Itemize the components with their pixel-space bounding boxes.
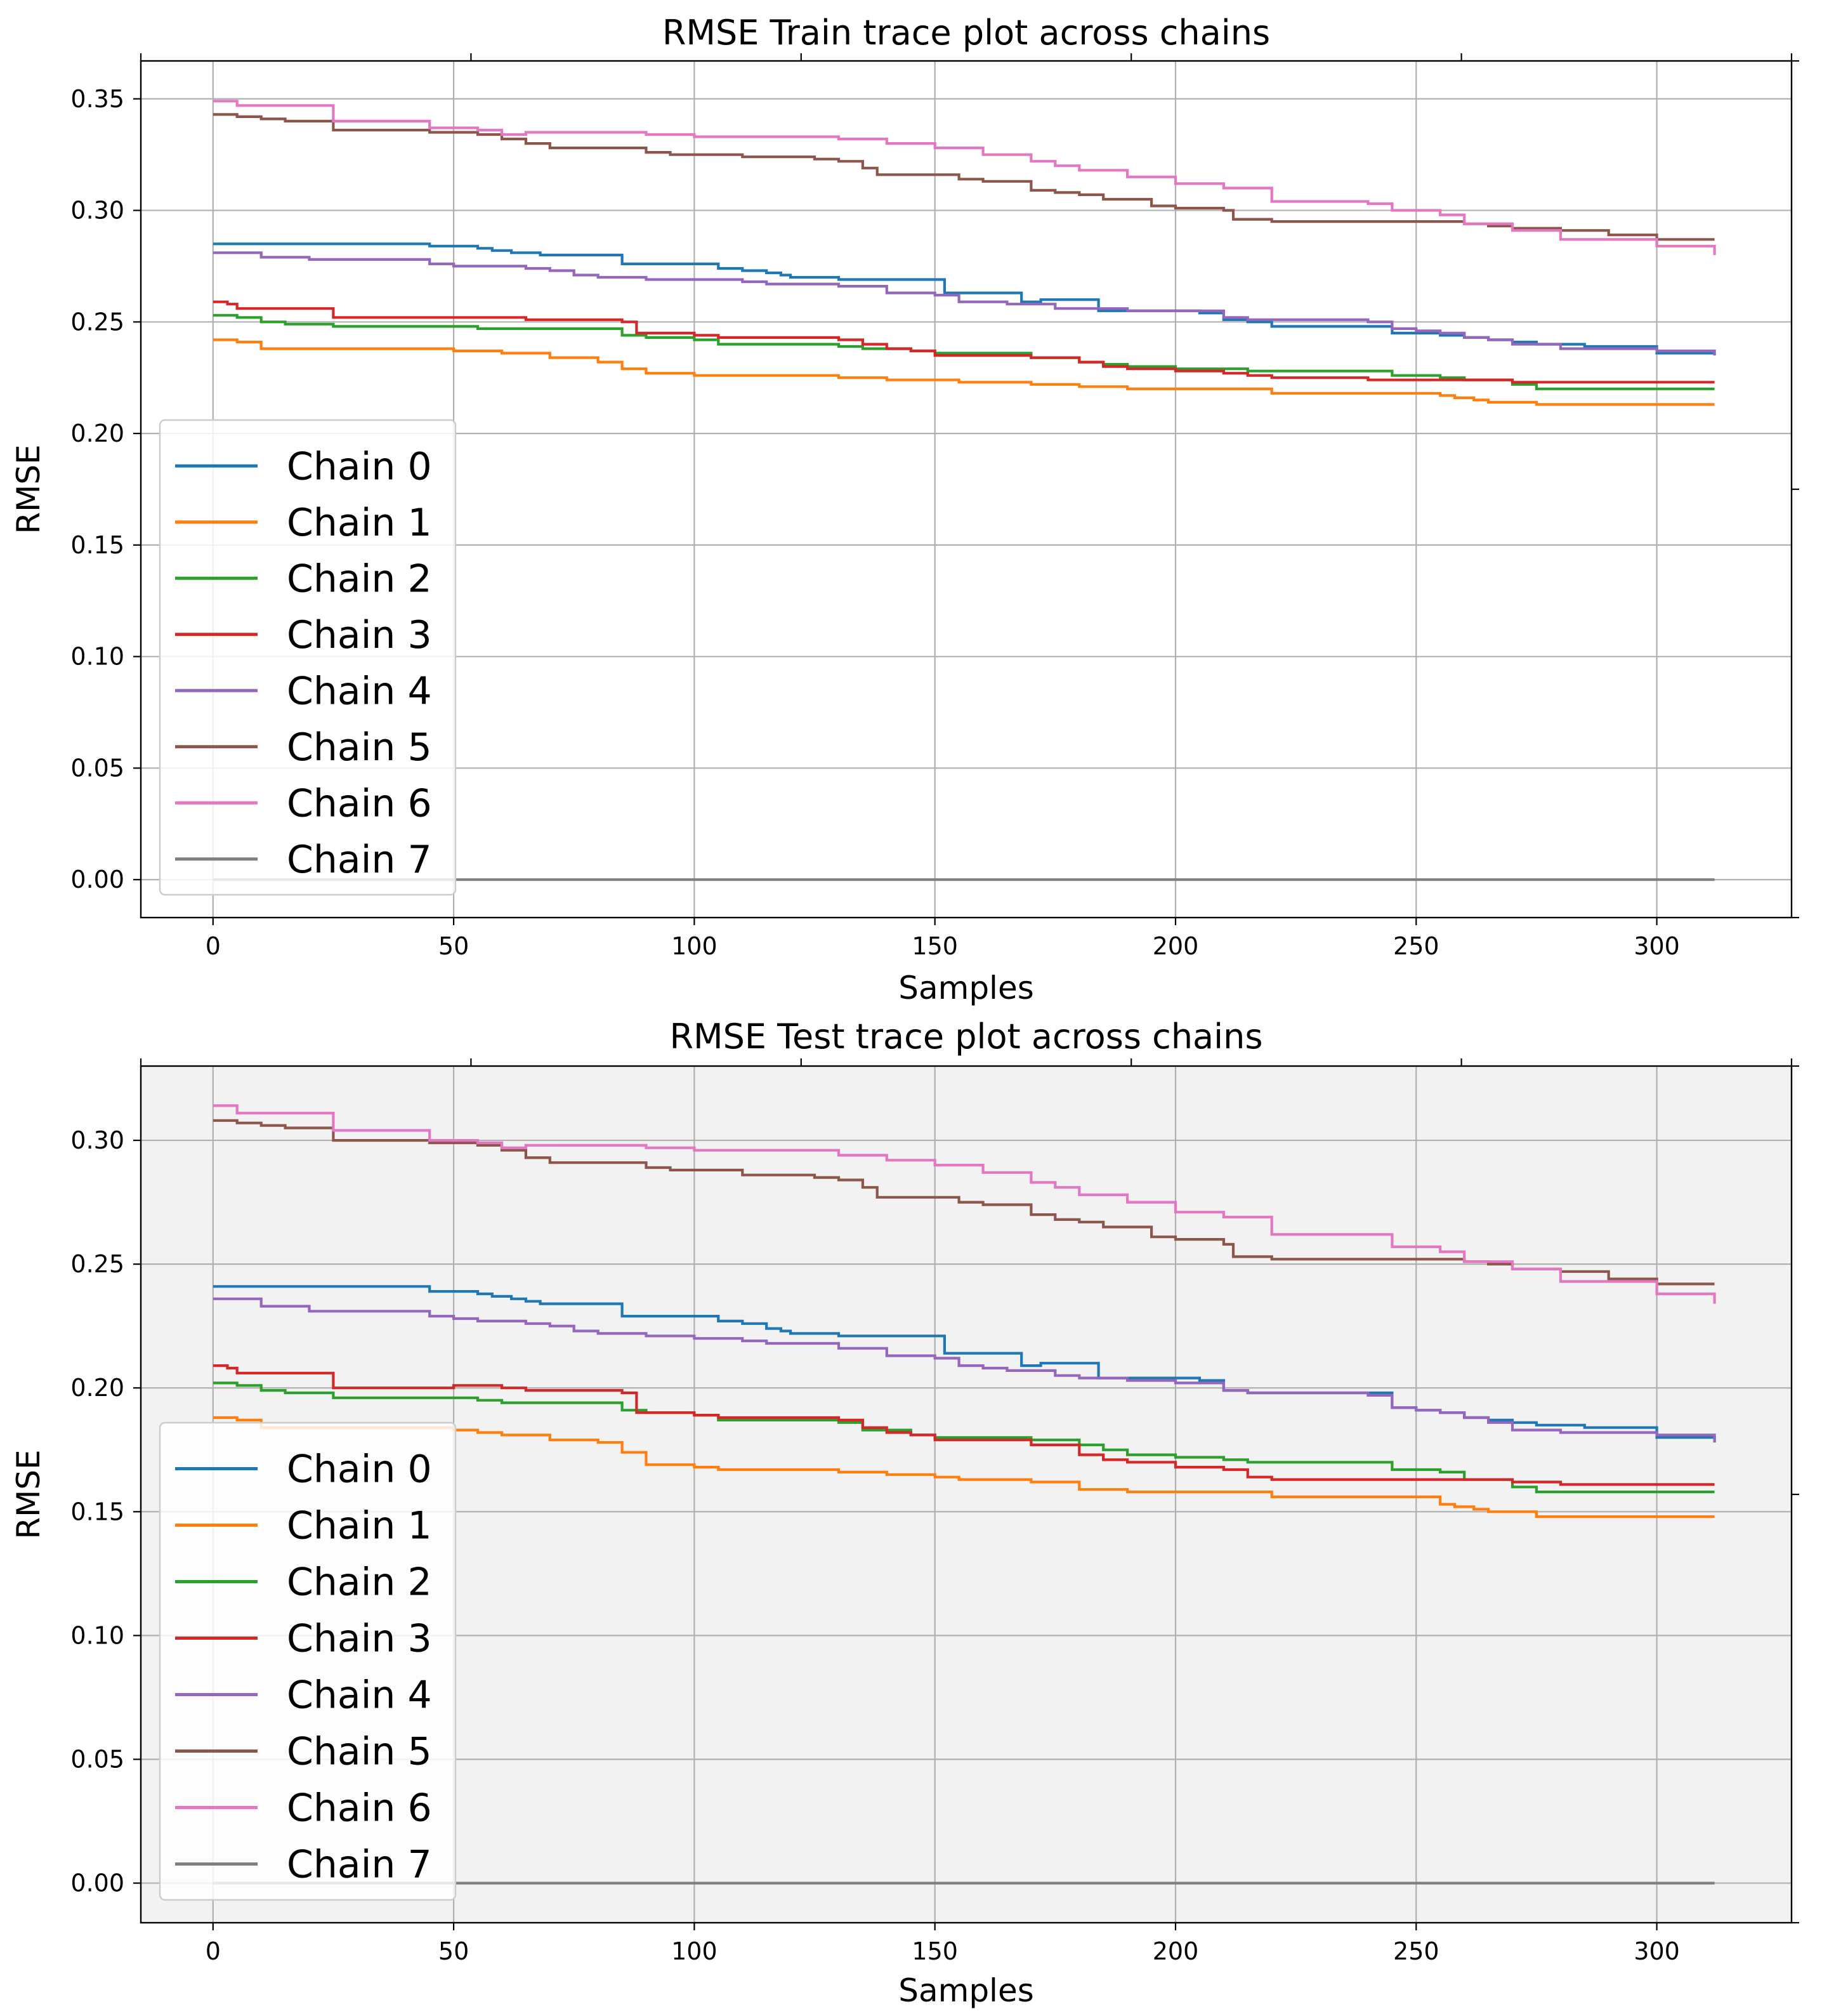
x-tick-label: 50 — [438, 1937, 469, 1965]
series-line-chain-4 — [213, 1297, 1716, 1443]
y-tick-label: 0.20 — [70, 1374, 124, 1402]
train-rmse-plot: 0 50 100 150 200 250 300 0.00 0.05 0.10 0.15 0.20 0.… — [10, 13, 1799, 1006]
legend-box — [159, 419, 457, 896]
x-tick-label: 100 — [671, 932, 718, 960]
legend: Chain 0 Chain 1 Chain 2 Chain 3 Chain 4 Chain… — [159, 419, 457, 896]
x-tick-label: 250 — [1393, 1937, 1439, 1965]
y-tick-label: 0.30 — [70, 197, 124, 225]
legend-entry-label: Chain 0 — [287, 444, 432, 489]
x-axis-label: Samples — [898, 1972, 1034, 2009]
legend-entry-label: Chain 2 — [287, 557, 432, 601]
series-line-chain-3 — [213, 1364, 1715, 1486]
y-tick-label: 0.25 — [70, 1250, 124, 1278]
legend-entry-label: Chain 7 — [287, 1843, 432, 1887]
series-line-chain-1 — [213, 338, 1715, 406]
y-axis-label: RMSE — [10, 1449, 47, 1539]
legend-entry-label: Chain 4 — [287, 1673, 432, 1718]
series-line-chain-6 — [213, 100, 1716, 255]
legend-entry-label: Chain 1 — [287, 1504, 432, 1548]
y-tick-label: 0.10 — [70, 643, 124, 671]
legend-entry-label: Chain 6 — [287, 1786, 432, 1831]
legend-entry-label: Chain 4 — [287, 669, 432, 713]
x-tick-label: 150 — [912, 932, 958, 960]
x-tick-label: 300 — [1634, 1937, 1680, 1965]
x-tick-label: 50 — [438, 932, 469, 960]
legend-entry-label: Chain 3 — [287, 1617, 432, 1661]
chart-title: RMSE Train trace plot across chains — [662, 13, 1270, 53]
x-axis-label: Samples — [898, 970, 1034, 1006]
x-tick-label: 250 — [1393, 932, 1439, 960]
y-tick-label: 0.35 — [70, 85, 124, 113]
legend-entry-label: Chain 7 — [287, 838, 432, 882]
y-tick-label: 0.10 — [70, 1621, 124, 1649]
series-line-chain-6 — [213, 1104, 1716, 1304]
y-tick-label: 0.00 — [70, 866, 124, 893]
x-tick-label: 200 — [1153, 1937, 1199, 1965]
y-tick-label: 0.15 — [70, 1498, 124, 1525]
y-tick-label: 0.05 — [70, 754, 124, 782]
y-tick-label: 0.00 — [70, 1869, 124, 1897]
legend-entry-label: Chain 6 — [287, 781, 432, 826]
series-line-chain-3 — [213, 300, 1715, 384]
y-tick-label: 0.30 — [70, 1126, 124, 1154]
y-tick-label: 0.15 — [70, 531, 124, 559]
x-tick-label: 150 — [912, 1937, 958, 1965]
legend-entry-label: Chain 3 — [287, 613, 432, 657]
chart-title: RMSE Test trace plot across chains — [669, 1017, 1262, 1057]
y-axis-label: RMSE — [10, 444, 47, 534]
x-tick-label: 0 — [206, 1937, 221, 1965]
legend-entry-label: Chain 5 — [287, 725, 432, 770]
series-line-chain-4 — [213, 251, 1716, 356]
x-tick-label: 300 — [1634, 932, 1680, 960]
legend: Chain 0 Chain 1 Chain 2 Chain 3 Chain 4 Chain… — [159, 1421, 457, 1901]
y-tick-label: 0.20 — [70, 419, 124, 447]
legend-entry-label: Chain 0 — [287, 1447, 432, 1492]
x-tick-label: 100 — [671, 1937, 718, 1965]
y-tick-label: 0.05 — [70, 1745, 124, 1773]
series-line-chain-1 — [213, 1416, 1715, 1519]
legend-entry-label: Chain 2 — [287, 1560, 432, 1605]
test-rmse-plot: 0 50 100 150 200 250 300 0.00 0.05 0.10 0.15 0.20 0.… — [10, 1017, 1799, 2009]
legend-entry-label: Chain 5 — [287, 1730, 432, 1774]
legend-box — [159, 1421, 457, 1901]
legend-entry-label: Chain 1 — [287, 501, 432, 545]
y-tick-label: 0.25 — [70, 308, 124, 336]
x-tick-label: 200 — [1153, 932, 1199, 960]
x-tick-label: 0 — [206, 932, 221, 960]
